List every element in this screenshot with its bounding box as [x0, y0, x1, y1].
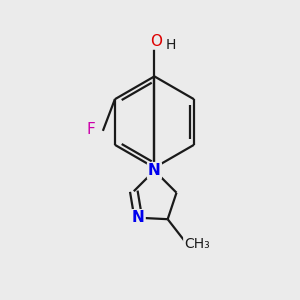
- Text: CH₃: CH₃: [184, 237, 210, 251]
- Text: N: N: [132, 210, 145, 225]
- Text: O: O: [150, 34, 162, 49]
- Text: F: F: [87, 122, 95, 137]
- Text: H: H: [165, 38, 176, 52]
- Text: N: N: [148, 163, 161, 178]
